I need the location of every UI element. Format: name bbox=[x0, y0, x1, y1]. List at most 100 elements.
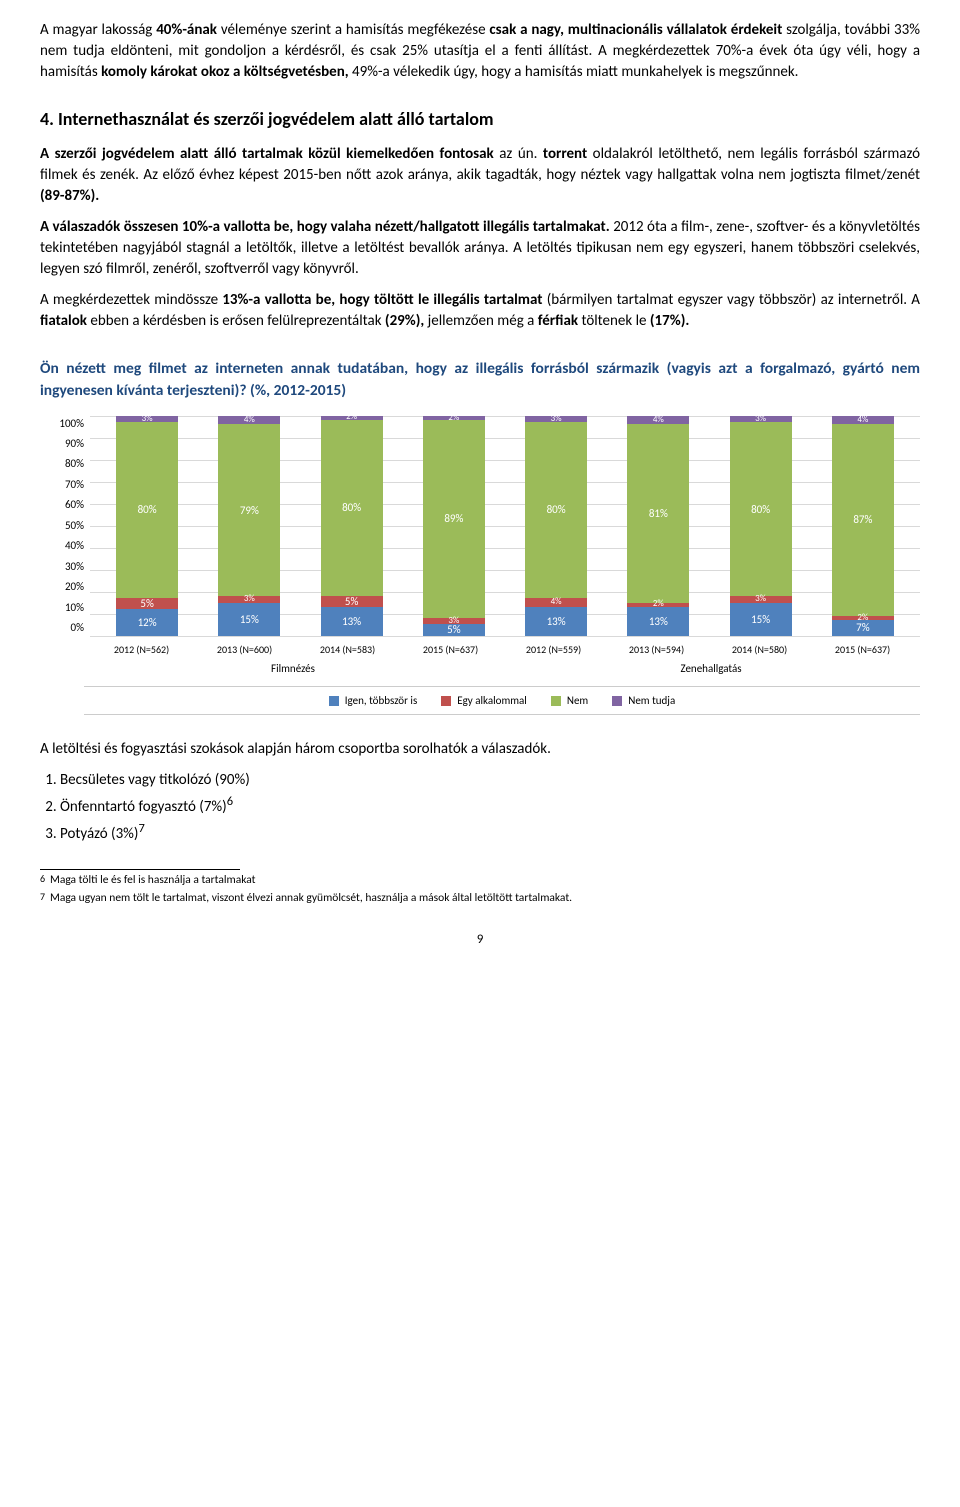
footnote-7: 7 Maga ugyan nem tölt le tartalmat, viszo… bbox=[40, 890, 920, 906]
bar-segment-igen: 13% bbox=[525, 607, 587, 636]
x-tick-label: 2013 (N=600) bbox=[214, 643, 276, 657]
bar-segment-egy: 4% bbox=[525, 598, 587, 607]
group-label: Filmnézés bbox=[84, 661, 502, 676]
bar-segment-nem: 80% bbox=[321, 420, 383, 596]
section-4-heading: 4. Internethasználat és szerzői jogvédel… bbox=[40, 107, 920, 132]
y-tick: 90% bbox=[40, 436, 84, 451]
legend-label: Nem bbox=[567, 693, 588, 708]
footnote-text: Maga ugyan nem tölt le tartalmat, viszon… bbox=[50, 891, 572, 905]
txt-bold: (89-87%). bbox=[40, 187, 99, 205]
footnote-separator bbox=[40, 869, 240, 870]
x-tick-label: 2014 (N=583) bbox=[317, 643, 379, 657]
y-tick: 30% bbox=[40, 559, 84, 574]
txt: Önfenntartó fogyasztó (7%) bbox=[60, 798, 227, 816]
bar-segment-egy: 5% bbox=[116, 598, 178, 609]
y-tick: 50% bbox=[40, 518, 84, 533]
section-4-para-1: A szerzői jogvédelem alatt álló tartalma… bbox=[40, 144, 920, 207]
bar-segment-nt: 3% bbox=[116, 416, 178, 423]
txt-bold: torrent bbox=[543, 145, 587, 163]
group-label: Zenehallgatás bbox=[502, 661, 920, 676]
legend-item: Egy alkalommal bbox=[441, 693, 527, 708]
x-tick-label: 2015 (N=637) bbox=[420, 643, 482, 657]
footnote-num: 7 bbox=[40, 890, 45, 904]
y-tick: 100% bbox=[40, 416, 84, 431]
group-labels: Filmnézés Zenehallgatás bbox=[84, 661, 920, 676]
x-tick-label: 2012 (N=562) bbox=[111, 643, 173, 657]
x-tick-label: 2012 (N=559) bbox=[523, 643, 585, 657]
legend-item: Igen, többször is bbox=[329, 693, 417, 708]
groups-intro: A letöltési és fogyasztási szokások alap… bbox=[40, 739, 920, 760]
txt-bold: 40%-ának bbox=[156, 21, 217, 39]
gridline bbox=[90, 636, 920, 637]
bar-segment-nem: 79% bbox=[218, 424, 280, 596]
txt: az ún. bbox=[494, 145, 543, 163]
x-tick-label: 2013 (N=594) bbox=[626, 643, 688, 657]
bar-segment-nem: 80% bbox=[525, 422, 587, 598]
txt: Potyázó (3%) bbox=[60, 825, 138, 843]
y-axis: 100%90%80%70%60%50%40%30%20%10%0% bbox=[40, 416, 90, 636]
bar-segment-nem: 89% bbox=[423, 420, 485, 618]
bar-segment-nem: 80% bbox=[116, 422, 178, 598]
list-item: Önfenntartó fogyasztó (7%)6 bbox=[60, 793, 920, 818]
txt: jellemzően még a bbox=[424, 312, 538, 330]
bar-segment-nt: 4% bbox=[627, 416, 689, 425]
bar-segment-igen: 15% bbox=[730, 603, 792, 636]
legend-item: Nem bbox=[551, 693, 588, 708]
legend-swatch-igen bbox=[329, 696, 339, 706]
footnote-text: Maga tölti le és fel is használja a tart… bbox=[50, 873, 256, 887]
stacked-bar: 4%81%2%13% bbox=[627, 416, 689, 636]
stacked-bar: 3%80%4%13% bbox=[525, 416, 587, 636]
y-tick: 0% bbox=[40, 620, 84, 635]
txt: (bármilyen tartalmat egyszer vagy többsz… bbox=[542, 291, 920, 309]
bar-segment-egy: 5% bbox=[321, 596, 383, 607]
list-item: Potyázó (3%)7 bbox=[60, 820, 920, 845]
stacked-bar: 3%80%5%12% bbox=[116, 416, 178, 636]
legend-swatch-nt bbox=[612, 696, 622, 706]
legend-label: Nem tudja bbox=[628, 693, 675, 708]
list-item: Becsületes vagy titkolózó (90%) bbox=[60, 770, 920, 791]
y-tick: 60% bbox=[40, 497, 84, 512]
txt: A megkérdezettek mindössze bbox=[40, 291, 222, 309]
txt: véleménye szerint a hamisítás megfékezés… bbox=[217, 21, 489, 39]
legend-label: Egy alkalommal bbox=[457, 693, 527, 708]
legend-item: Nem tudja bbox=[612, 693, 675, 708]
txt: 49%-a vélekedik úgy, hogy a hamisítás mi… bbox=[349, 63, 799, 81]
txt-bold: komoly károkat okoz a költségvetésben, bbox=[101, 63, 349, 81]
txt: A magyar lakosság bbox=[40, 21, 156, 39]
stacked-bar: 2%89%3%5% bbox=[423, 416, 485, 636]
txt-bold: (29%), bbox=[385, 312, 424, 330]
page-number: 9 bbox=[40, 931, 920, 949]
stacked-bar: 4%87%2%7% bbox=[832, 416, 894, 636]
bar-segment-nem: 87% bbox=[832, 424, 894, 615]
txt-bold: csak a nagy, multinacionális vállalatok … bbox=[489, 21, 782, 39]
chart-title: Ön nézett meg filmet az interneten annak… bbox=[40, 358, 920, 401]
bar-segment-igen: 5% bbox=[423, 624, 485, 635]
section-4-para-3: A megkérdezettek mindössze 13%-a vallott… bbox=[40, 290, 920, 332]
section-4-para-2: A válaszadók összesen 10%-a vallotta be,… bbox=[40, 217, 920, 280]
txt-bold: fiatalok bbox=[40, 312, 87, 330]
stacked-bar: 4%79%3%15% bbox=[218, 416, 280, 636]
stacked-bar-chart: 100%90%80%70%60%50%40%30%20%10%0% 3%80%5… bbox=[40, 416, 920, 637]
bar-segment-nt: 3% bbox=[525, 416, 587, 423]
x-axis-labels: 2012 (N=562) 2013 (N=600) 2014 (N=583) 2015… bbox=[84, 643, 920, 657]
intro-para-1: A magyar lakosság 40%-ának véleménye sze… bbox=[40, 20, 920, 83]
legend-swatch-nem bbox=[551, 696, 561, 706]
footnote-num: 6 bbox=[40, 872, 45, 886]
footnote-ref: 6 bbox=[227, 794, 233, 809]
x-tick-label: 2014 (N=580) bbox=[729, 643, 791, 657]
bar-segment-nem: 80% bbox=[730, 422, 792, 596]
chart-legend: Igen, többször is Egy alkalommal Nem Nem… bbox=[84, 686, 920, 715]
footnote-6: 6 Maga tölti le és fel is használja a tar… bbox=[40, 872, 920, 888]
txt: töltenek le bbox=[578, 312, 650, 330]
footnote-ref: 7 bbox=[138, 821, 144, 836]
y-tick: 10% bbox=[40, 600, 84, 615]
legend-swatch-egy bbox=[441, 696, 451, 706]
x-tick-label: 2015 (N=637) bbox=[832, 643, 894, 657]
y-tick: 70% bbox=[40, 477, 84, 492]
stacked-bar: 3%80%3%15% bbox=[730, 416, 792, 636]
bar-segment-igen: 12% bbox=[116, 609, 178, 635]
txt-bold: A szerzői jogvédelem alatt álló tartalma… bbox=[40, 145, 494, 163]
bars-container: 3%80%5%12%4%79%3%15%2%80%5%13%2%89%3%5%3… bbox=[90, 416, 920, 636]
y-tick: 20% bbox=[40, 579, 84, 594]
txt-bold: (17%). bbox=[650, 312, 690, 330]
